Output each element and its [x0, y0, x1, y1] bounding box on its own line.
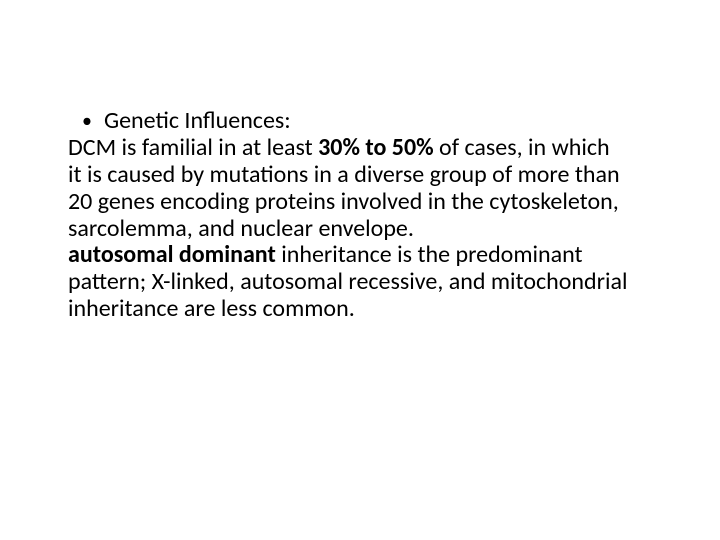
slide: • Genetic Influences: DCM is familial in…	[0, 0, 720, 540]
p2-bold1: autosomal dominant	[68, 240, 281, 269]
bullet-text: Genetic Influences:	[104, 108, 291, 135]
p1-seg1: DCM is familial in at least	[68, 133, 318, 162]
paragraph-2: autosomal dominant inheritance is the pr…	[68, 242, 628, 323]
paragraph-1: DCM is familial in at least 30% to 50% o…	[68, 135, 628, 243]
p1-bold1: 30% to 50%	[318, 133, 439, 162]
bullet-item: • Genetic Influences:	[82, 108, 640, 135]
bullet-dot-icon: •	[82, 108, 92, 134]
content-block: • Genetic Influences: DCM is familial in…	[68, 108, 640, 323]
